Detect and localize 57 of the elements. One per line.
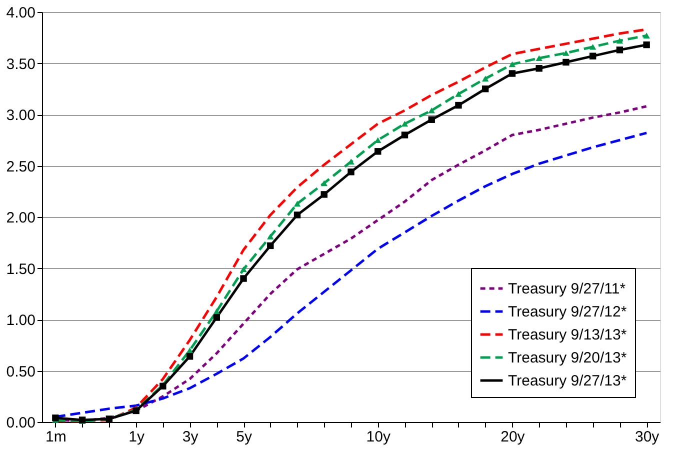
point [643,41,650,48]
x-tick-label: 30y [634,428,660,446]
point [294,200,301,207]
y-tick-label: 1.50 [6,260,36,278]
point [616,46,624,54]
point [482,76,489,82]
y-tick-label: 1.00 [6,312,36,329]
point [589,52,596,60]
point [186,347,194,354]
point [428,107,435,114]
point [508,70,516,77]
point [267,242,274,250]
point [320,191,328,198]
point [589,44,596,50]
point [267,234,274,240]
point [508,61,516,68]
point [482,86,489,92]
legend-label: Treasury 9/20/13* [508,350,627,366]
point [186,353,194,360]
point [428,116,435,123]
y-tick-label: 3.00 [6,107,36,124]
point [455,102,462,109]
point [401,120,408,127]
point [52,414,59,422]
point [455,91,462,97]
point [240,275,247,282]
x-tick-label: 1m [46,428,66,446]
x-tick-label: 3y [182,428,199,446]
point [213,308,220,314]
point [294,212,301,218]
y-tick-label: 3.50 [6,56,36,73]
legend-label: Treasury 9/27/11* [508,280,626,298]
point [562,58,570,66]
point [320,180,328,186]
x-tick-label: 10y [366,428,391,446]
y-tick-label: 2.00 [6,210,36,226]
x-tick-label: 1y [128,428,145,446]
point [536,65,542,72]
y-tick-label: 4.00 [6,4,36,22]
point [562,50,570,56]
legend-label: Treasury 9/27/13* [508,372,627,390]
point [536,55,542,62]
point [240,266,247,272]
x-tick-label: 5y [236,428,252,446]
y-tick-label: 0.00 [6,414,36,432]
point [213,314,220,321]
y-tick-label: 0.50 [6,363,36,380]
y-tick-label: 2.50 [6,158,36,176]
legend-label: Treasury 9/27/12* [508,304,627,320]
point [348,168,354,176]
point [643,32,650,38]
point [401,132,408,138]
legend-label: Treasury 9/13/13* [508,326,627,344]
point [374,148,382,155]
point [616,38,624,44]
point [374,137,382,144]
x-tick-label: 20y [500,428,526,446]
